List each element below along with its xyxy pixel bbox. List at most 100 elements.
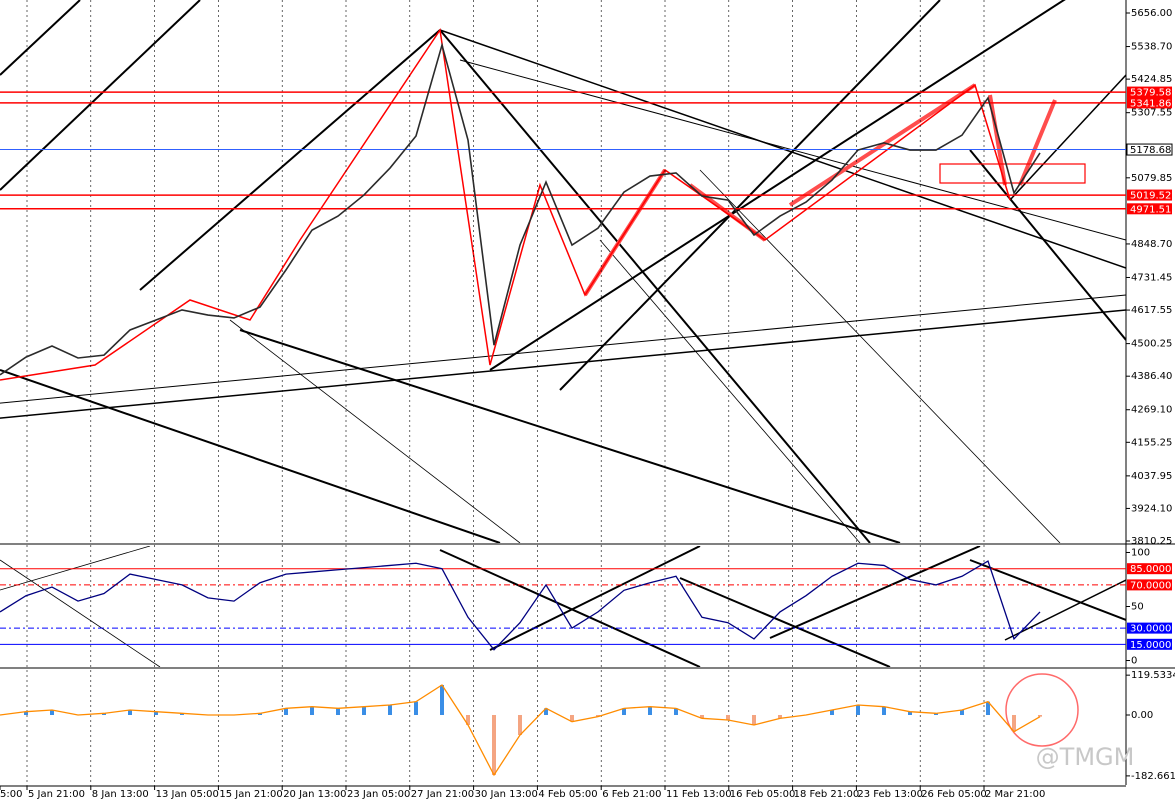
y-tick-label: 4037.95	[1131, 471, 1172, 482]
y-tick-label: 5424.85	[1131, 74, 1172, 85]
level-label: 15.0000	[1130, 640, 1171, 651]
y-tick-label: 4500.25	[1131, 339, 1172, 350]
histogram-bar	[700, 715, 704, 719]
x-tick-label: 26 Feb 05:00	[921, 789, 987, 800]
osc-trend-lines	[0, 546, 1126, 667]
histogram-bar	[362, 706, 366, 715]
histogram-bar	[492, 715, 496, 775]
x-tick-label: 30 Jan 13:00	[475, 789, 538, 800]
series-line	[0, 684, 1041, 777]
histogram-bar	[414, 701, 418, 715]
y-tick-label: 4155.25	[1131, 437, 1172, 448]
x-tick-label: 5 Jan 21:00	[28, 789, 85, 800]
x-tick-label: 23 Jan 05:00	[347, 789, 410, 800]
histogram-bar	[778, 715, 782, 719]
level-label-box	[1127, 203, 1172, 215]
x-tick-label: 4 Feb 05:00	[538, 789, 597, 800]
x-tick-label: 2 Mar 21:00	[985, 789, 1045, 800]
y-tick-label: 100	[1131, 547, 1150, 558]
x-tick-label: 5:00	[0, 789, 22, 800]
x-tick-label: 11 Feb 13:00	[666, 789, 732, 800]
histogram-bar	[544, 708, 548, 715]
series-line	[0, 560, 1041, 651]
level-label: 4971.51	[1130, 204, 1171, 215]
histogram-bar	[258, 713, 262, 715]
histogram-bar	[466, 715, 470, 725]
y-tick-label: 5307.55	[1131, 108, 1172, 119]
histogram-bar	[960, 710, 964, 715]
y-tick-label: 5079.85	[1131, 173, 1172, 184]
y-tick-label: 50	[1131, 602, 1144, 613]
y-tick-label: 119.5334	[1131, 670, 1175, 681]
x-tick-label: 16 Feb 05:00	[730, 789, 796, 800]
histogram-bar	[830, 710, 834, 715]
level-label-box	[1127, 579, 1172, 591]
histogram-bar	[986, 701, 990, 715]
level-label-box	[1127, 86, 1172, 98]
histogram-bar	[570, 715, 574, 722]
level-label: 5341.86	[1130, 98, 1171, 109]
histogram-bar	[50, 710, 54, 715]
trend-lines	[0, 0, 1126, 543]
y-tick-label: -182.6615	[1131, 771, 1175, 782]
histogram-bar	[24, 711, 28, 715]
series-line	[0, 42, 1041, 376]
x-tick-label: 13 Jan 05:00	[156, 789, 219, 800]
x-tick-label: 23 Feb 13:00	[857, 789, 923, 800]
histogram-bar	[102, 713, 106, 715]
histogram-bar	[882, 706, 886, 715]
y-tick-label: 4848.70	[1131, 239, 1172, 250]
histogram-bar	[518, 715, 522, 735]
histogram-bar	[622, 708, 626, 715]
y-tick-label: 5538.70	[1131, 42, 1172, 53]
level-label-box	[1127, 189, 1172, 201]
y-tick-label: 3810.25	[1131, 536, 1172, 547]
level-label-box	[1127, 563, 1172, 575]
y-tick-label: 3924.10	[1131, 503, 1172, 514]
x-tick-label: 6 Feb 21:00	[602, 789, 661, 800]
histogram-bar	[440, 685, 444, 715]
histogram-bar	[180, 713, 184, 715]
level-label: 5019.52	[1130, 191, 1171, 202]
y-tick-label: 0	[1131, 656, 1137, 667]
x-tick-label: 8 Jan 13:00	[92, 789, 149, 800]
level-label: 5178.68	[1130, 145, 1171, 156]
histogram-bar	[284, 708, 288, 715]
histogram-bar	[1038, 715, 1042, 717]
histogram-bar	[908, 711, 912, 715]
x-tick-label: 15 Jan 21:00	[219, 789, 282, 800]
histogram-bar	[752, 715, 756, 725]
histogram-bar	[154, 711, 158, 715]
level-label: 30.0000	[1130, 624, 1171, 635]
y-tick-label: 0.00	[1131, 710, 1153, 721]
histogram-bar	[596, 715, 600, 717]
histogram-bar	[648, 706, 652, 715]
level-label: 70.0000	[1130, 580, 1171, 591]
level-label-box	[1126, 143, 1173, 156]
histogram-bar	[856, 705, 860, 715]
level-label-box	[1127, 622, 1172, 634]
level-label-box	[1127, 97, 1172, 109]
annotations	[0, 27, 1086, 381]
watermark: @TMGM	[1036, 743, 1135, 771]
y-tick-label: 4386.40	[1131, 371, 1172, 382]
x-tick-label: 27 Jan 21:00	[411, 789, 474, 800]
histogram-bar	[336, 708, 340, 715]
histogram-bar	[388, 705, 392, 715]
histogram-bar	[674, 708, 678, 715]
level-label: 85.0000	[1130, 564, 1171, 575]
level-label: 5379.58	[1130, 88, 1171, 99]
x-tick-label: 18 Feb 21:00	[794, 789, 860, 800]
histogram-bar	[310, 706, 314, 715]
histogram-bar	[128, 710, 132, 715]
y-tick-label: 4617.55	[1131, 305, 1172, 316]
y-tick-label: 4269.10	[1131, 405, 1172, 416]
histogram-bar	[934, 713, 938, 715]
y-tick-label: 4731.45	[1131, 272, 1172, 283]
level-label-box	[1127, 638, 1172, 650]
highlight-circle	[1005, 673, 1079, 747]
x-tick-label: 20 Jan 13:00	[283, 789, 346, 800]
histogram-bar	[726, 715, 730, 720]
histogram-bar	[1012, 715, 1016, 732]
